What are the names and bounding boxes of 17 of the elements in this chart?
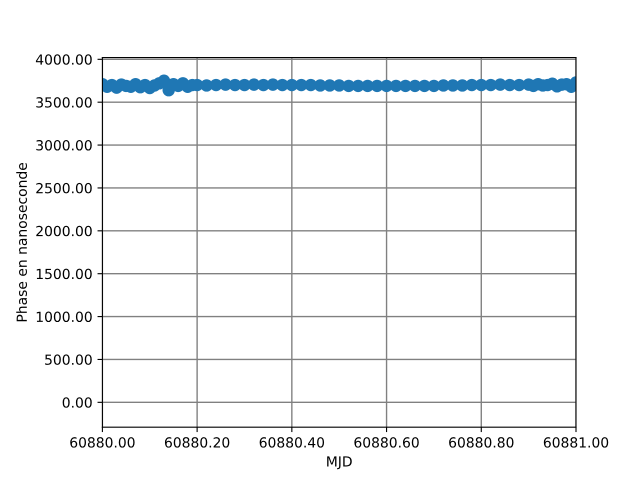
y-axis-title: Phase en nanoseconde xyxy=(16,162,27,322)
y-tick-label: 0.00 xyxy=(62,397,92,408)
y-tick-label: 1500.00 xyxy=(36,268,92,280)
x-tick-label: 60881.00 xyxy=(544,437,608,448)
y-tick-label: 4000.00 xyxy=(36,54,92,65)
x-tick-label: 60880.20 xyxy=(164,437,230,448)
x-tick-label: 60880.60 xyxy=(354,437,419,448)
y-tick-label: 500.00 xyxy=(45,354,92,365)
y-tick-label: 2500.00 xyxy=(36,182,92,194)
y-tick-label: 3000.00 xyxy=(36,140,92,151)
x-tick-label: 60880.80 xyxy=(449,437,514,448)
y-tick-label: 2000.00 xyxy=(36,226,92,236)
x-tick-label: 60880.40 xyxy=(260,437,324,448)
y-tick-label: 1000.00 xyxy=(36,312,92,322)
y-tick-label: 3500.00 xyxy=(36,97,92,108)
x-tick-label: 60880.00 xyxy=(70,437,135,448)
x-axis-title: MJD xyxy=(327,456,352,470)
